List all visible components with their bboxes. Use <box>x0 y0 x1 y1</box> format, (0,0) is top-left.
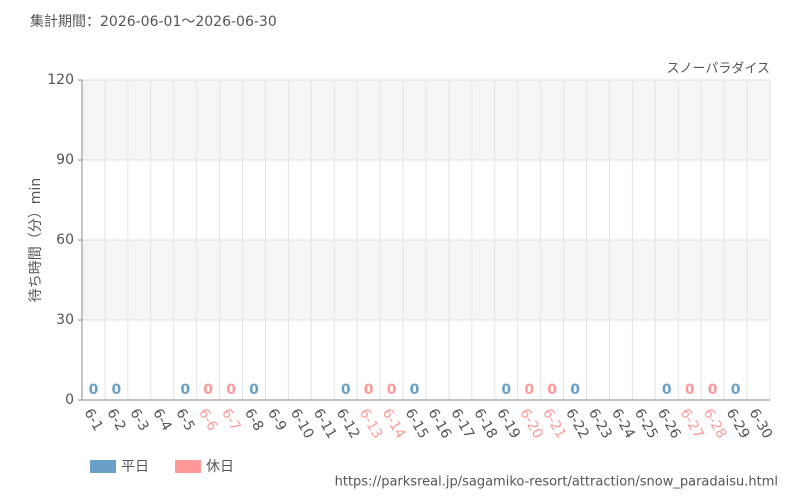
data-label: 0 <box>570 382 580 398</box>
data-label: 0 <box>203 382 213 398</box>
x-tick-label: 6-30 <box>746 406 776 442</box>
x-tick-label: 6-29 <box>723 406 753 442</box>
x-tick-label: 6-23 <box>585 406 615 442</box>
x-tick-label: 6-20 <box>516 406 546 442</box>
x-tick-label: 6-2 <box>103 406 128 434</box>
x-tick-label: 6-26 <box>654 406 684 442</box>
legend-label: 平日 <box>121 459 149 475</box>
data-label: 0 <box>731 382 741 398</box>
source: https://parksreal.jp/sagamiko-resort/att… <box>335 475 778 490</box>
data-label: 0 <box>410 382 420 398</box>
data-label: 0 <box>685 382 695 398</box>
x-tick-label: 6-24 <box>608 406 638 442</box>
data-label: 0 <box>387 382 397 398</box>
y-axis-label: 待ち時間（分）min <box>28 178 44 302</box>
x-tick-label: 6-6 <box>195 406 220 434</box>
x-tick-label: 6-17 <box>447 406 477 442</box>
data-label: 0 <box>226 382 236 398</box>
x-tick-label: 6-28 <box>700 406 730 442</box>
y-tick-label: 30 <box>56 312 74 328</box>
data-label: 0 <box>364 382 374 398</box>
x-tick-label: 6-21 <box>539 406 569 442</box>
chart-title: スノーパラダイス <box>667 62 770 77</box>
x-tick-label: 6-9 <box>264 406 289 434</box>
x-tick-label: 6-11 <box>310 406 340 442</box>
legend-swatch <box>175 460 201 473</box>
x-tick-label: 6-19 <box>493 406 523 442</box>
x-tick-label: 6-5 <box>172 406 197 434</box>
x-tick-label: 6-12 <box>333 406 363 442</box>
x-tick-label: 6-18 <box>470 406 500 442</box>
x-tick-label: 6-25 <box>631 406 661 442</box>
x-tick-label: 6-1 <box>81 406 106 434</box>
x-tick-label: 6-22 <box>562 406 592 442</box>
x-tick-label: 6-14 <box>379 406 409 442</box>
y-tick-label: 60 <box>56 232 74 248</box>
y-tick-label: 90 <box>56 152 74 168</box>
data-label: 0 <box>547 382 557 398</box>
data-label: 0 <box>341 382 351 398</box>
y-tick-label: 0 <box>65 392 74 408</box>
x-tick-label: 6-3 <box>126 406 151 434</box>
x-tick-label: 6-16 <box>425 406 455 442</box>
y-tick-label: 120 <box>47 72 74 88</box>
x-tick-label: 6-8 <box>241 406 266 434</box>
data-label: 0 <box>662 382 672 398</box>
chart-subtitle: 集計期間：2026-06-01～2026-06-30 <box>30 13 277 30</box>
data-label: 0 <box>89 382 99 398</box>
x-tick-label: 6-10 <box>287 406 317 442</box>
x-tick-label: 6-13 <box>356 406 386 442</box>
data-label: 0 <box>524 382 534 398</box>
x-tick-label: 6-27 <box>677 406 707 442</box>
x-tick-label: 6-15 <box>402 406 432 442</box>
x-tick-label: 6-7 <box>218 406 243 434</box>
data-label: 0 <box>180 382 190 398</box>
x-tick-label: 6-4 <box>149 406 174 434</box>
data-label: 0 <box>708 382 718 398</box>
legend-swatch <box>90 460 116 473</box>
legend-label: 休日 <box>206 459 234 475</box>
data-label: 0 <box>501 382 511 398</box>
data-label: 0 <box>249 382 259 398</box>
data-label: 0 <box>112 382 122 398</box>
